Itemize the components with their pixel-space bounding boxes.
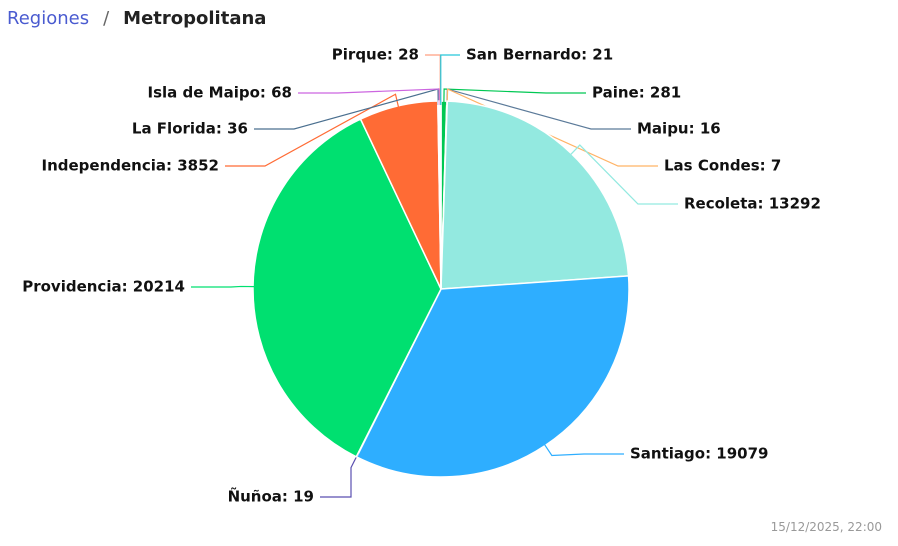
slice-label: Providencia: 20214 [22,278,185,296]
breadcrumb-current: Metropolitana [123,8,267,29]
breadcrumb-link[interactable]: Regiones [7,8,90,29]
leader-line [443,88,586,106]
slice-label: Pirque: 28 [332,46,419,64]
breadcrumb: Regiones / Metropolitana [7,8,266,29]
leader-line [225,93,400,167]
timestamp: 15/12/2025, 22:00 [770,520,882,534]
slice-label: Las Condes: 7 [664,157,781,175]
leader-line [542,441,624,457]
slice-label: Paine: 281 [592,84,681,102]
slice-label: Ñuñoa: 19 [228,487,314,506]
leader-line [191,285,258,288]
slice-label: Maipu: 16 [637,120,721,138]
slice-label: Isla de Maipo: 68 [148,84,292,102]
breadcrumb-separator: / [103,8,110,29]
leader-line [254,88,439,130]
leader-line [298,88,440,106]
leader-line [568,144,678,205]
leader-line [320,453,359,498]
slice-label: San Bernardo: 21 [466,46,613,64]
slice-label: La Florida: 36 [132,120,248,138]
slice-label: Santiago: 19079 [630,445,769,463]
leader-line [440,54,460,106]
slice-label: Independencia: 3852 [42,157,219,175]
slice-label: Recoleta: 13292 [684,195,821,213]
